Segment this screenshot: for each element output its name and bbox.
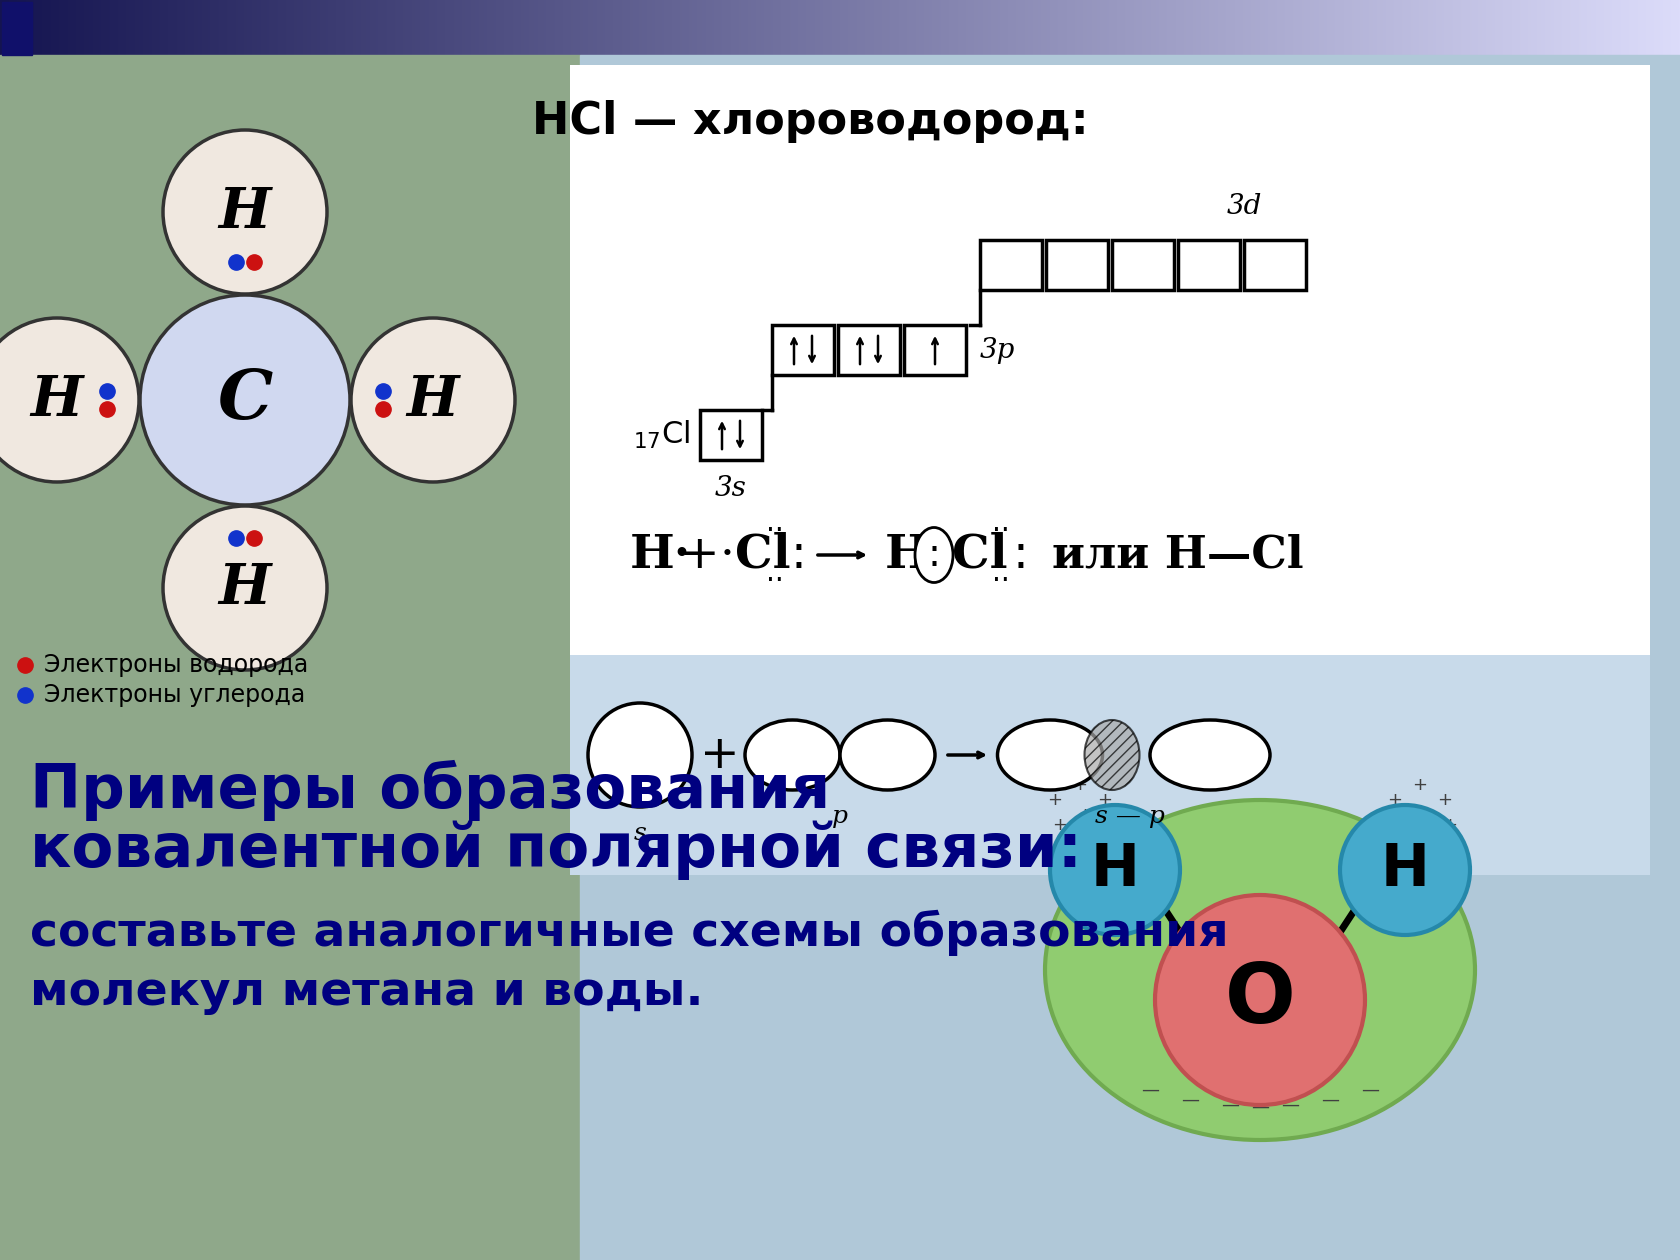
Text: +: + bbox=[1077, 806, 1092, 824]
Ellipse shape bbox=[744, 719, 840, 790]
Text: +: + bbox=[1438, 791, 1453, 809]
Bar bbox=[1047, 239, 1109, 290]
Bar bbox=[1112, 239, 1174, 290]
Text: ··: ·· bbox=[766, 517, 785, 546]
Text: +: + bbox=[1102, 816, 1117, 834]
Bar bbox=[580, 55, 1680, 1260]
Text: +: + bbox=[1418, 806, 1433, 824]
Text: ·: · bbox=[721, 533, 736, 577]
Text: +: + bbox=[1097, 791, 1112, 809]
Text: +: + bbox=[1388, 791, 1403, 809]
Text: Электроны водорода: Электроны водорода bbox=[44, 653, 307, 677]
Text: O: O bbox=[1225, 960, 1295, 1041]
Circle shape bbox=[1156, 895, 1366, 1105]
Ellipse shape bbox=[916, 528, 953, 582]
Text: +: + bbox=[1048, 791, 1062, 809]
Bar bbox=[570, 655, 1650, 874]
Text: +: + bbox=[1393, 816, 1408, 834]
Text: +: + bbox=[1408, 832, 1423, 849]
Text: +: + bbox=[1413, 776, 1428, 794]
Ellipse shape bbox=[1045, 800, 1475, 1140]
Text: H: H bbox=[30, 373, 84, 427]
Text: —: — bbox=[1361, 1081, 1379, 1099]
Text: H: H bbox=[885, 532, 929, 578]
Text: $_{17}$Cl: $_{17}$Cl bbox=[633, 418, 690, 451]
Text: HCl — хлороводород:: HCl — хлороводород: bbox=[531, 100, 1089, 142]
Text: 3d: 3d bbox=[1226, 193, 1262, 220]
Text: +: + bbox=[1052, 816, 1067, 834]
Text: или H—Cl: или H—Cl bbox=[1052, 533, 1304, 577]
Text: H: H bbox=[407, 373, 459, 427]
Bar bbox=[838, 325, 900, 375]
Text: —: — bbox=[1221, 1096, 1240, 1114]
Circle shape bbox=[163, 507, 328, 670]
Text: +: + bbox=[680, 533, 719, 577]
Text: +: + bbox=[1062, 832, 1077, 849]
Text: —: — bbox=[1252, 1097, 1268, 1116]
Text: H: H bbox=[1090, 842, 1139, 898]
Circle shape bbox=[1341, 805, 1470, 935]
Text: Электроны углерода: Электроны углерода bbox=[44, 683, 306, 707]
Text: H: H bbox=[218, 561, 270, 615]
Bar bbox=[2, 3, 32, 55]
Text: 3p: 3p bbox=[979, 336, 1015, 363]
Ellipse shape bbox=[840, 719, 936, 790]
Text: +: + bbox=[1087, 832, 1102, 849]
Text: ковалентной полярной связи:: ковалентной полярной связи: bbox=[30, 820, 1082, 879]
Circle shape bbox=[0, 318, 139, 483]
Text: s: s bbox=[633, 822, 647, 845]
Text: C: C bbox=[217, 367, 272, 433]
Text: :: : bbox=[927, 536, 941, 575]
Bar bbox=[701, 410, 763, 460]
Ellipse shape bbox=[998, 719, 1102, 790]
Bar bbox=[979, 239, 1042, 290]
Bar bbox=[1178, 239, 1240, 290]
Bar bbox=[904, 325, 966, 375]
Circle shape bbox=[351, 318, 516, 483]
Text: —: — bbox=[1320, 1091, 1339, 1109]
Text: 3s: 3s bbox=[716, 475, 748, 501]
Text: H·: H· bbox=[630, 532, 690, 578]
Ellipse shape bbox=[1085, 719, 1139, 790]
Text: ··: ·· bbox=[991, 567, 1010, 595]
Text: p: p bbox=[832, 805, 848, 828]
Text: ··: ·· bbox=[991, 517, 1010, 546]
Text: +: + bbox=[1072, 776, 1087, 794]
Text: ··: ·· bbox=[766, 567, 785, 595]
Bar bbox=[0, 55, 580, 1260]
Text: H: H bbox=[218, 184, 270, 239]
Text: Cl: Cl bbox=[736, 532, 791, 578]
Circle shape bbox=[1050, 805, 1179, 935]
Text: :: : bbox=[790, 533, 806, 577]
Text: H: H bbox=[1381, 842, 1430, 898]
Text: s — p: s — p bbox=[1095, 805, 1164, 828]
Circle shape bbox=[163, 130, 328, 294]
Bar bbox=[773, 325, 833, 375]
Text: молекул метана и воды.: молекул метана и воды. bbox=[30, 970, 704, 1016]
Text: —: — bbox=[1282, 1096, 1299, 1114]
Bar bbox=[570, 66, 1650, 655]
Text: +: + bbox=[701, 732, 739, 777]
Text: Cl: Cl bbox=[953, 532, 1008, 578]
Text: +: + bbox=[1433, 832, 1448, 849]
Bar bbox=[1243, 239, 1305, 290]
Text: —: — bbox=[1181, 1091, 1200, 1109]
Text: :: : bbox=[1011, 533, 1028, 577]
Circle shape bbox=[588, 703, 692, 806]
Text: составьте аналогичные схемы образования: составьте аналогичные схемы образования bbox=[30, 910, 1228, 956]
Ellipse shape bbox=[1151, 719, 1270, 790]
Circle shape bbox=[139, 295, 349, 505]
Text: Примеры образования: Примеры образования bbox=[30, 760, 830, 822]
Text: —: — bbox=[1141, 1081, 1159, 1099]
Text: +: + bbox=[1443, 816, 1458, 834]
